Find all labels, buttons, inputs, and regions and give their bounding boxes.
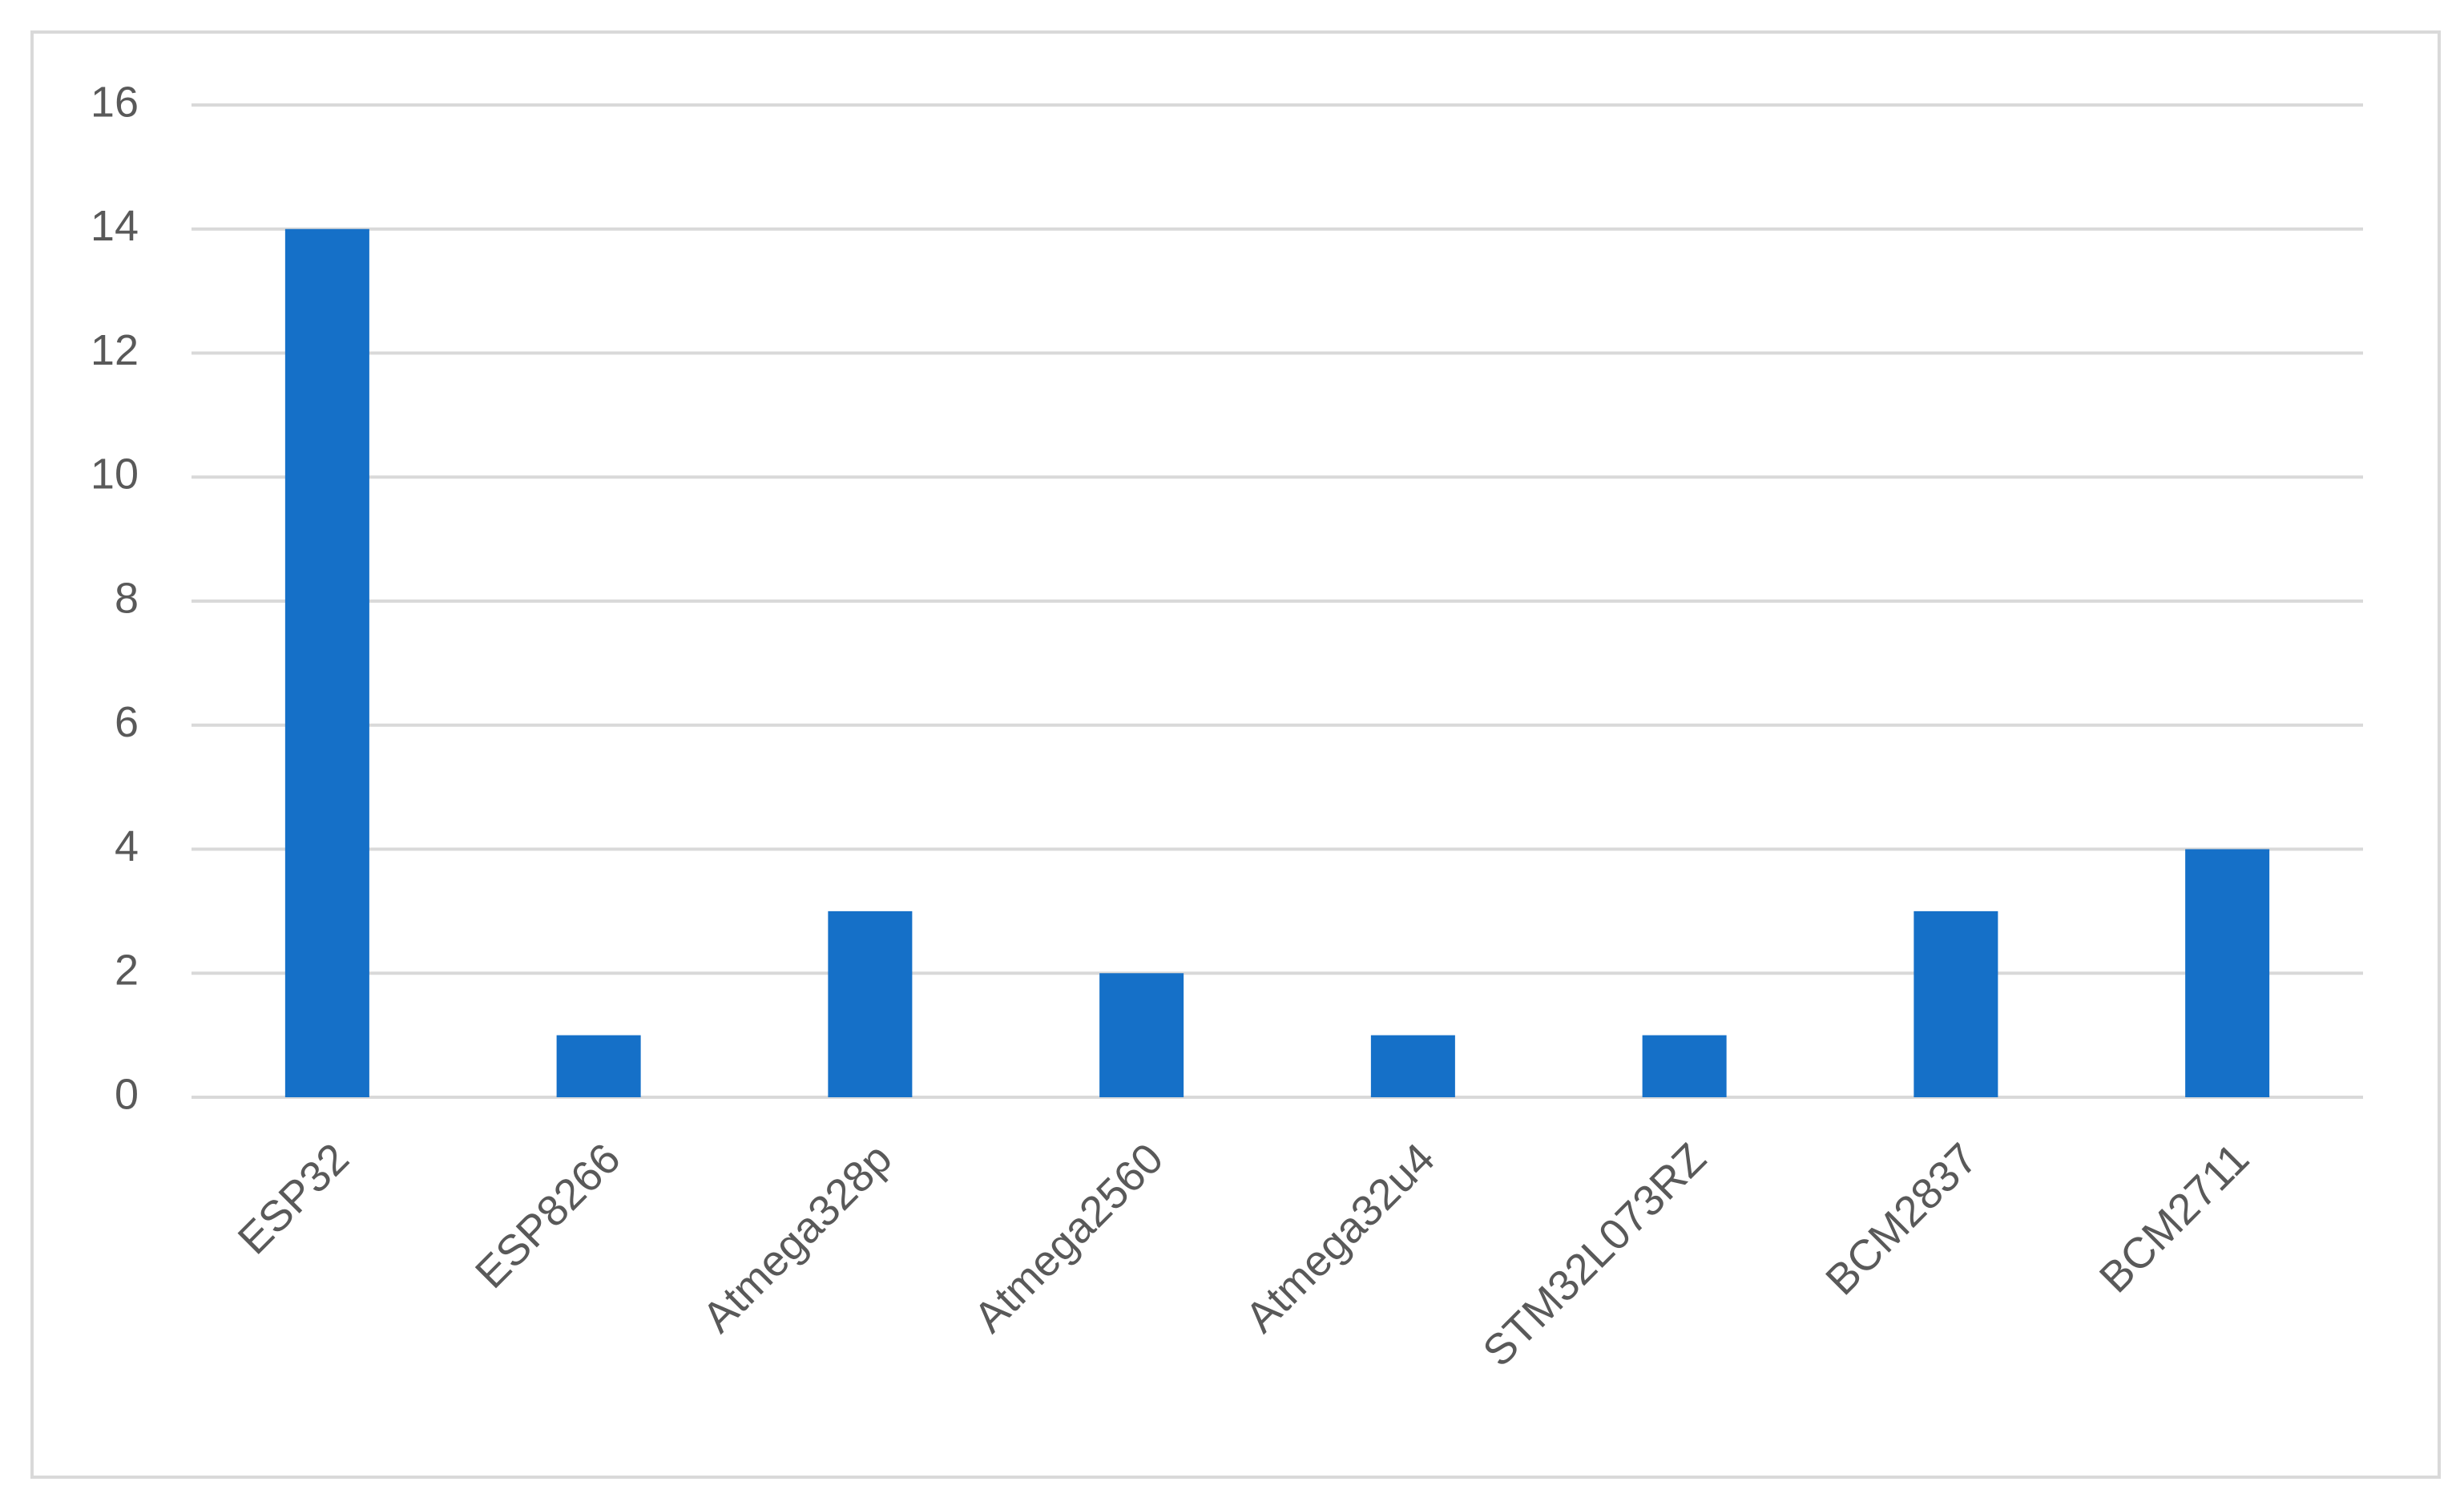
y-tick-label: 14 xyxy=(91,202,139,250)
bar xyxy=(1642,1035,1727,1097)
bar xyxy=(828,910,913,1097)
bar xyxy=(2185,849,2270,1097)
chart-frame xyxy=(30,30,2441,1479)
y-tick-label: 16 xyxy=(91,78,139,126)
bar xyxy=(556,1035,641,1097)
y-tick-label: 0 xyxy=(115,1070,139,1118)
bar xyxy=(1370,1035,1455,1097)
y-tick-label: 10 xyxy=(91,450,139,499)
bar xyxy=(1099,973,1184,1097)
bar xyxy=(284,228,369,1097)
y-tick-label: 4 xyxy=(115,822,139,870)
y-tick-label: 12 xyxy=(91,326,139,374)
y-tick-label: 6 xyxy=(115,698,139,746)
bar xyxy=(1914,910,1998,1097)
y-tick-label: 8 xyxy=(115,574,139,622)
y-tick-label: 2 xyxy=(115,947,139,995)
